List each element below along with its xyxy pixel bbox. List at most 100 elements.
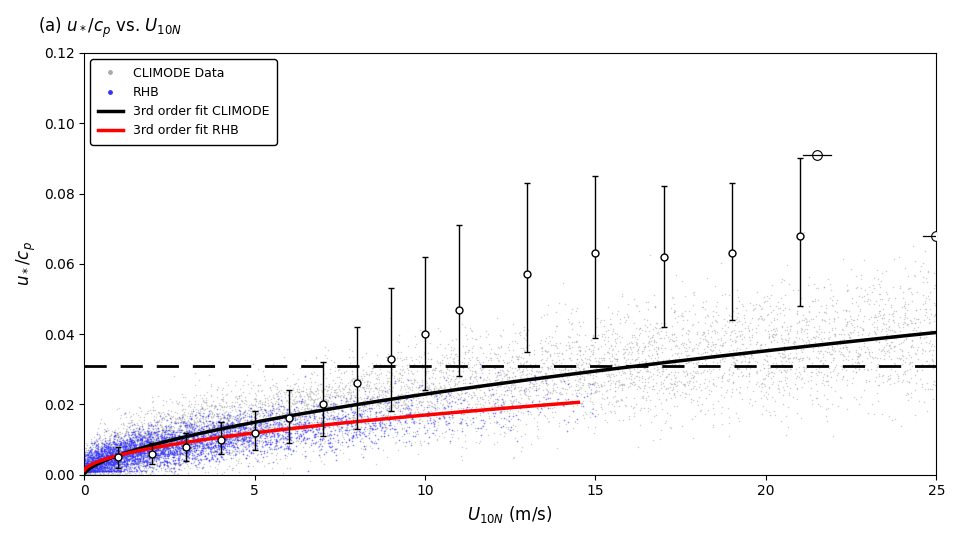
Point	[182, 411, 198, 420]
Point	[128, 470, 143, 479]
Point	[198, 405, 213, 414]
Point	[308, 411, 324, 420]
Point	[251, 439, 266, 448]
Point	[538, 368, 553, 377]
Point	[326, 447, 342, 456]
Point	[667, 306, 683, 315]
Point	[795, 325, 810, 334]
Point	[307, 412, 323, 421]
Point	[714, 323, 730, 332]
Point	[518, 384, 534, 393]
Point	[780, 344, 795, 353]
Point	[164, 443, 180, 451]
Point	[132, 430, 147, 438]
Point	[902, 284, 918, 292]
Point	[262, 420, 277, 428]
Point	[261, 459, 276, 468]
Point	[723, 328, 738, 336]
Point	[94, 467, 109, 475]
Point	[646, 325, 661, 333]
Point	[85, 467, 101, 476]
Point	[824, 301, 839, 309]
Point	[118, 446, 133, 455]
Point	[372, 399, 388, 408]
Point	[375, 386, 391, 395]
Point	[159, 439, 175, 448]
Point	[145, 433, 160, 441]
Point	[238, 429, 253, 437]
Point	[699, 337, 714, 346]
Point	[82, 470, 97, 479]
Point	[185, 431, 201, 440]
Point	[420, 398, 436, 407]
Point	[93, 470, 108, 479]
Point	[242, 429, 257, 437]
Point	[101, 449, 116, 458]
Point	[97, 453, 112, 462]
Point	[198, 440, 213, 448]
Point	[815, 315, 830, 323]
Point	[791, 355, 806, 363]
Point	[231, 430, 247, 439]
Point	[77, 467, 92, 476]
Point	[904, 357, 920, 366]
Point	[197, 454, 212, 463]
Point	[218, 425, 233, 434]
Point	[564, 325, 580, 333]
Point	[123, 444, 138, 453]
Point	[452, 395, 468, 403]
Point	[204, 449, 219, 457]
Point	[99, 453, 114, 462]
Point	[135, 446, 151, 455]
Point	[569, 361, 585, 369]
Point	[146, 441, 161, 450]
Point	[184, 415, 200, 424]
Point	[134, 449, 150, 457]
Point	[336, 419, 351, 428]
Point	[127, 419, 142, 428]
Point	[92, 448, 108, 456]
Point	[756, 363, 772, 372]
Point	[81, 458, 96, 467]
Point	[198, 468, 213, 477]
Point	[635, 326, 650, 334]
Point	[138, 457, 154, 466]
Point	[132, 445, 147, 454]
Point	[87, 466, 103, 475]
Point	[108, 446, 124, 454]
Point	[718, 328, 733, 337]
Point	[362, 387, 377, 395]
Point	[235, 427, 251, 435]
Point	[269, 441, 284, 449]
Point	[433, 327, 448, 336]
Point	[106, 452, 121, 461]
Point	[259, 432, 275, 441]
Point	[219, 455, 234, 463]
Point	[150, 417, 165, 426]
Point	[540, 354, 555, 363]
Point	[399, 394, 415, 402]
Point	[219, 407, 234, 416]
Point	[871, 338, 886, 347]
Point	[132, 456, 148, 464]
Point	[150, 451, 165, 460]
Point	[611, 383, 626, 391]
Point	[138, 442, 154, 450]
Point	[262, 438, 277, 447]
Point	[719, 376, 734, 384]
Point	[92, 419, 108, 428]
Point	[468, 360, 484, 368]
Point	[206, 437, 222, 446]
Point	[177, 456, 192, 464]
Point	[759, 292, 775, 300]
Point	[644, 354, 660, 363]
Point	[776, 365, 791, 374]
Point	[78, 470, 93, 479]
Point	[92, 460, 108, 469]
Point	[84, 455, 99, 464]
Point	[188, 410, 204, 419]
Point	[85, 440, 101, 449]
Point	[486, 364, 501, 373]
Point	[536, 399, 551, 408]
Point	[196, 419, 211, 428]
